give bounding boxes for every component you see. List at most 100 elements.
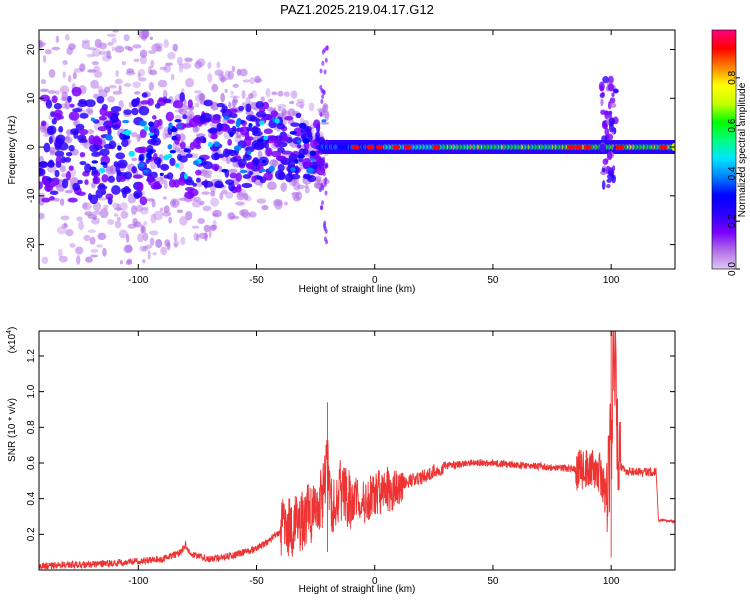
spectral-blob [178, 63, 183, 73]
spectral-blob [79, 63, 86, 72]
spectral-blob [68, 144, 75, 152]
spectral-blob [232, 83, 239, 88]
snr-x-ticks: -100 -50 0 50 100 [128, 331, 620, 587]
spectral-blob [176, 56, 183, 66]
spectral-blob [68, 165, 74, 171]
spectral-blob [81, 39, 91, 44]
spectral-blob [91, 48, 102, 57]
spectral-blob [199, 168, 208, 177]
spectral-blob [271, 158, 277, 169]
spectral-blob [79, 151, 86, 158]
spectral-blob [608, 75, 614, 84]
spectral-blob [83, 234, 91, 242]
spectral-blob [184, 179, 195, 186]
spectral-blob [608, 117, 616, 126]
spectral-blob [119, 260, 123, 265]
spectral-blob [131, 107, 139, 116]
spectral-blob [610, 103, 617, 108]
spectral-blob [65, 228, 74, 237]
spectral-blob [39, 167, 46, 177]
spectral-blob [291, 179, 297, 187]
spectral-blob [227, 138, 233, 146]
spectral-blob [248, 211, 257, 218]
spectral-blob [195, 177, 201, 183]
spectral-blob [87, 229, 96, 234]
spectral-blob [183, 173, 188, 180]
spectral-blob [39, 41, 46, 47]
spectral-blob [137, 162, 145, 168]
spectral-blob [109, 164, 117, 175]
spectral-blob [566, 144, 575, 150]
spectral-blob [616, 144, 625, 150]
spectral-blob [186, 106, 195, 111]
spectral-blob [196, 233, 200, 242]
spectral-blob [611, 92, 615, 97]
spectral-blob [173, 240, 180, 247]
spectral-blob [147, 175, 153, 186]
spectral-blob [106, 50, 111, 59]
spectral-blob [168, 122, 173, 130]
spectrogram-y-ticks: -20 -10 0 10 20 [26, 44, 675, 252]
spectral-blob [324, 163, 328, 169]
spectral-blob [55, 156, 62, 165]
snr-y-tick-label: 1.0 [26, 384, 37, 398]
spectral-blob [226, 108, 238, 114]
spectral-blob [321, 94, 325, 100]
spectral-blob [39, 161, 49, 169]
spectrogram-x-label: Height of straight line (km) [299, 284, 416, 295]
spectral-blob [219, 192, 224, 200]
spectral-blob [212, 220, 217, 227]
spectral-blob [223, 116, 230, 120]
spectral-blob [192, 182, 197, 187]
spectral-blob [111, 185, 121, 195]
spectral-blob [75, 246, 84, 255]
snr-panel: -100 -50 0 50 100 0.2 0.4 0.6 0.8 1.0 1.2 Height … [6, 327, 676, 595]
spectral-blob [58, 255, 68, 263]
spectral-blob [92, 210, 101, 215]
spectral-blob [238, 105, 245, 112]
spectral-blob [321, 119, 327, 123]
snr-x-tick-label: -100 [128, 576, 148, 587]
spectral-blob [93, 216, 97, 221]
spectral-blob [230, 90, 234, 96]
spectral-blob [116, 203, 121, 212]
spectral-blob [67, 74, 72, 83]
spectral-blob [79, 112, 89, 119]
spectral-blob [137, 181, 144, 192]
spectral-blob [304, 186, 310, 194]
spectral-blob [60, 156, 66, 164]
spectral-blob [256, 198, 267, 204]
spectral-blob [199, 200, 205, 206]
spectral-blob [143, 125, 149, 131]
spectral-blob [607, 83, 615, 92]
spectral-blob [606, 173, 614, 180]
spectral-blob [325, 139, 329, 145]
figure-title: PAZ1.2025.219.04.17.G12 [280, 2, 434, 17]
spectral-blob [227, 149, 237, 156]
spectral-blob [118, 85, 122, 92]
spectral-blob [111, 112, 118, 123]
snr-multiplier: (x104) [6, 327, 18, 354]
spectral-blob [91, 160, 99, 164]
spectral-blob [184, 199, 192, 203]
spectral-blob [143, 220, 148, 226]
spectral-blob [99, 106, 108, 117]
colorbar-ticks: 0.0 0.2 0.4 0.6 0.8 [727, 70, 740, 276]
spectral-blob [89, 166, 97, 171]
spectral-blob [320, 205, 324, 211]
spectral-blob [227, 119, 236, 124]
spectral-blob [61, 178, 69, 189]
colorbar-tick-label: 0.6 [727, 118, 738, 132]
snr-y-tick-label: 0.6 [26, 456, 37, 470]
spectral-blob [243, 136, 252, 147]
spectral-blob [96, 96, 105, 104]
spectral-blob [171, 135, 178, 141]
spectral-blob [92, 201, 102, 212]
spectral-blob [84, 179, 89, 185]
spectral-blob [184, 191, 195, 199]
spectral-blob [199, 93, 206, 102]
spectral-blob [319, 112, 323, 118]
spectral-blob [318, 187, 322, 193]
spectral-blob [81, 202, 92, 211]
